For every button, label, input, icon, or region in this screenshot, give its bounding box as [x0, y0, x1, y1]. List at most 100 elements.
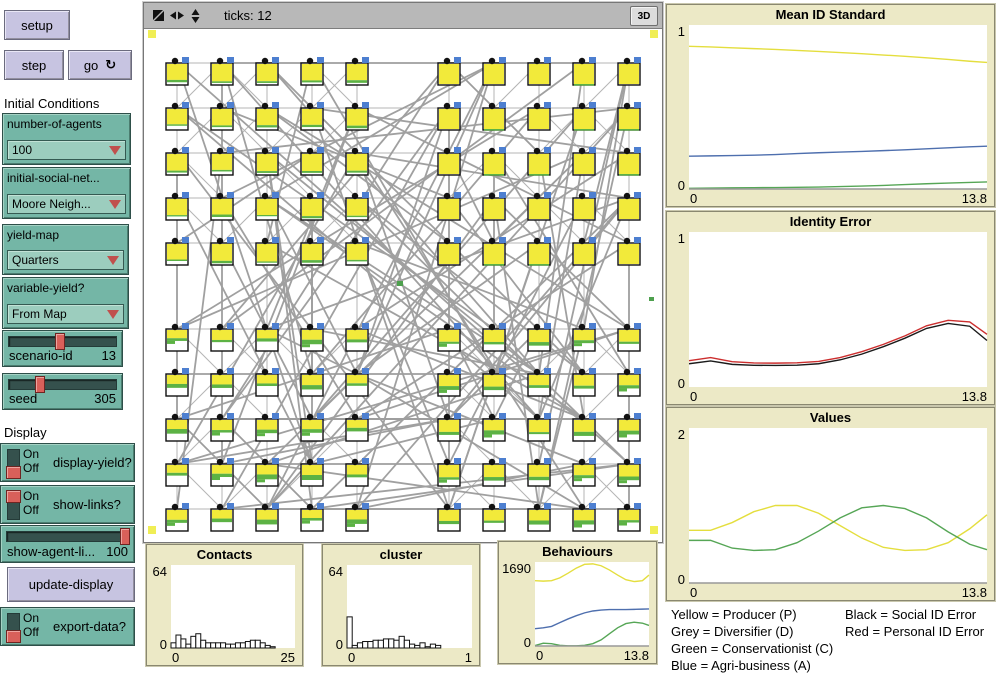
switch-thumb[interactable] [6, 630, 21, 643]
chooser-number-of-agents-field[interactable]: 100 [7, 140, 126, 160]
slider-label: show-agent-li... [7, 544, 96, 559]
agent [527, 323, 551, 352]
chooser-value: Moore Neigh... [12, 197, 91, 211]
plot-title: Values [809, 410, 852, 425]
agent [300, 102, 324, 131]
agent [572, 458, 596, 487]
step-button[interactable]: step [4, 50, 64, 80]
agent [482, 102, 506, 131]
legend-left-column: Yellow = Producer (P) Grey = Diversifier… [671, 606, 833, 674]
setup-button[interactable]: setup [4, 10, 70, 40]
slider-track[interactable] [8, 376, 117, 393]
switch-on-label: On [23, 447, 40, 461]
agent [617, 503, 641, 532]
world-canvas[interactable] [147, 29, 659, 539]
values-lineplot: 2 00 13.8 [678, 427, 988, 600]
chooser-value: Quarters [12, 253, 59, 267]
svg-text:0: 0 [160, 637, 167, 652]
switch-on-label: On [23, 489, 40, 503]
slider-thumb[interactable] [34, 376, 45, 393]
agent [345, 458, 369, 487]
go-button[interactable]: go ↻ [68, 50, 132, 80]
agent [210, 503, 234, 532]
agent [617, 323, 641, 352]
initial-conditions-heading: Initial Conditions [4, 96, 100, 111]
chooser-initial-social-net-field[interactable]: Moore Neigh... [7, 194, 126, 214]
agent [345, 102, 369, 131]
chooser-label: yield-map [7, 228, 60, 242]
horizontal-arrows-icon[interactable] [170, 9, 184, 22]
switch-thumb[interactable] [6, 466, 21, 479]
agent [572, 147, 596, 176]
agent [300, 323, 324, 352]
agent [210, 458, 234, 487]
agent [210, 192, 234, 221]
agent [482, 237, 506, 266]
svg-text:1690: 1690 [502, 561, 531, 576]
slider-track[interactable] [8, 333, 117, 350]
switch-label: display-yield? [53, 455, 132, 470]
svg-text:13.8: 13.8 [962, 585, 987, 600]
slider-track[interactable] [6, 528, 131, 545]
svg-text:0: 0 [348, 650, 355, 665]
agent [345, 368, 369, 397]
agent [165, 147, 189, 176]
switch-thumb[interactable] [6, 490, 21, 503]
legend-line: Grey = Diversifier (D) [671, 624, 794, 639]
plot-title: Behaviours [542, 544, 613, 559]
plot-values: Values 2 0 0 13.8 [666, 407, 995, 601]
svg-text:0: 0 [536, 648, 543, 663]
switch-export-data[interactable]: On Off export-data? [0, 607, 135, 646]
agent [255, 503, 279, 532]
switch-on-label: On [23, 611, 40, 625]
update-display-button[interactable]: update-display [7, 567, 135, 602]
corner-patch [148, 30, 156, 38]
agent [572, 413, 596, 442]
agent [437, 57, 461, 86]
agent [572, 192, 596, 221]
chooser-initial-social-net: initial-social-net... Moore Neigh... [2, 167, 131, 219]
plot-title: Contacts [196, 547, 253, 562]
chooser-variable-yield-field[interactable]: From Map [7, 304, 124, 324]
agent [210, 57, 234, 86]
chooser-label: initial-social-net... [7, 171, 100, 185]
view-3d-button[interactable]: 3D [630, 6, 658, 26]
agent [255, 102, 279, 131]
chooser-value: From Map [12, 307, 67, 321]
behaviours-lineplot: 1690 00 13.8 [502, 561, 650, 663]
slider-thumb[interactable] [55, 333, 66, 350]
svg-text:0: 0 [690, 585, 697, 600]
cluster-histogram: 64 00 1 [329, 564, 472, 665]
chevron-down-icon [107, 255, 119, 265]
plot-identity-error: Identity Error 1 0 0 13.8 [666, 211, 995, 405]
switch-display-yield[interactable]: On Off display-yield? [0, 443, 135, 482]
svg-text:64: 64 [153, 564, 167, 579]
chooser-yield-map-field[interactable]: Quarters [7, 250, 124, 270]
slider-thumb[interactable] [120, 528, 131, 545]
svg-text:0: 0 [336, 637, 343, 652]
agent [617, 102, 641, 131]
svg-text:1: 1 [678, 24, 685, 39]
world-svg[interactable] [147, 29, 659, 538]
svg-text:0: 0 [678, 376, 685, 391]
agent [345, 192, 369, 221]
agent [300, 192, 324, 221]
agent [482, 368, 506, 397]
chooser-label: number-of-agents [7, 117, 102, 131]
resize-world-icon[interactable] [152, 9, 165, 22]
agent [437, 102, 461, 131]
svg-text:0: 0 [678, 572, 685, 587]
switch-track [6, 613, 21, 643]
svg-text:1: 1 [678, 231, 685, 246]
view-3d-label: 3D [637, 10, 651, 22]
agent [437, 368, 461, 397]
vertical-arrows-icon[interactable] [189, 8, 202, 23]
agent [345, 323, 369, 352]
legend-line: Green = Conservationist (C) [671, 641, 834, 656]
slider-value: 305 [94, 391, 116, 406]
corner-patch [148, 526, 156, 534]
agent [617, 57, 641, 86]
switch-show-links[interactable]: On Off show-links? [0, 485, 135, 524]
agent [300, 413, 324, 442]
